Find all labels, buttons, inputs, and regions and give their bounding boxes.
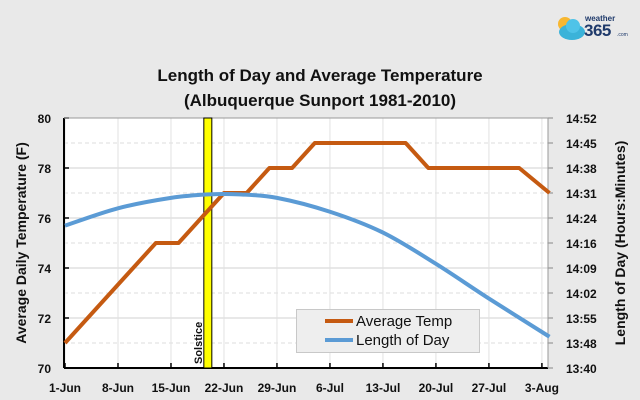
y-tick-label: 78 (38, 162, 52, 176)
x-tick-label: 3-Aug (525, 381, 559, 395)
y2-tick-label: 14:16 (566, 237, 597, 251)
chart-subtitle: (Albuquerque Sunport 1981-2010) (183, 91, 457, 110)
legend-label: Length of Day (356, 331, 450, 349)
y2-tick-label: 13:40 (566, 362, 597, 376)
sun-cloud-icon (558, 17, 585, 40)
y2-tick-label: 13:55 (566, 312, 597, 326)
y2-tick-label: 14:02 (566, 287, 597, 301)
y2-tick-label: 14:09 (566, 262, 597, 276)
legend-swatch (325, 338, 353, 342)
legend-item-average-temp: Average Temp (325, 312, 452, 330)
x-tick-label: 15-Jun (152, 381, 191, 395)
legend: Average Temp Length of Day (296, 309, 480, 353)
y2-tick-label: 13:48 (566, 337, 597, 351)
x-tick-label: 29-Jun (258, 381, 297, 395)
x-tick-label: 1-Jun (49, 381, 81, 395)
y2-tick-label: 14:24 (566, 212, 597, 226)
y-tick-label: 74 (38, 262, 52, 276)
legend-item-length-of-day: Length of Day (325, 331, 449, 349)
x-tick-label: 22-Jun (205, 381, 244, 395)
logo-text-main: 365 (584, 21, 611, 40)
legend-swatch (325, 319, 353, 323)
x-tick-label: 27-Jul (472, 381, 507, 395)
weather365-logo: weather 365 .com (555, 12, 635, 42)
y-tick-label: 80 (38, 112, 52, 126)
x-tick-label: 8-Jun (102, 381, 134, 395)
y-tick-label: 70 (38, 362, 52, 376)
y2-tick-label: 14:38 (566, 162, 597, 176)
solstice-label: Solstice (193, 322, 205, 364)
y-tick-label: 76 (38, 212, 52, 226)
x-tick-label: 20-Jul (419, 381, 454, 395)
y-axis-title: Average Daily Temperature (F) (13, 142, 29, 344)
solstice-marker (203, 117, 213, 369)
series-line-average-temp (63, 141, 551, 345)
x-tick-label: 13-Jul (366, 381, 401, 395)
logo-text-small: .com (617, 32, 628, 38)
y2-tick-label: 14:52 (566, 112, 597, 126)
chart-title: Length of Day and Average Temperature (157, 66, 483, 85)
x-tick-label: 6-Jul (316, 381, 344, 395)
y2-tick-label: 14:31 (566, 187, 597, 201)
y2-tick-label: 14:45 (566, 137, 597, 151)
legend-label: Average Temp (356, 312, 453, 330)
y2-axis-title: Length of Day (Hours:Minutes) (612, 141, 628, 346)
logo-text-top: weather (585, 14, 616, 23)
y-tick-label: 72 (38, 312, 52, 326)
